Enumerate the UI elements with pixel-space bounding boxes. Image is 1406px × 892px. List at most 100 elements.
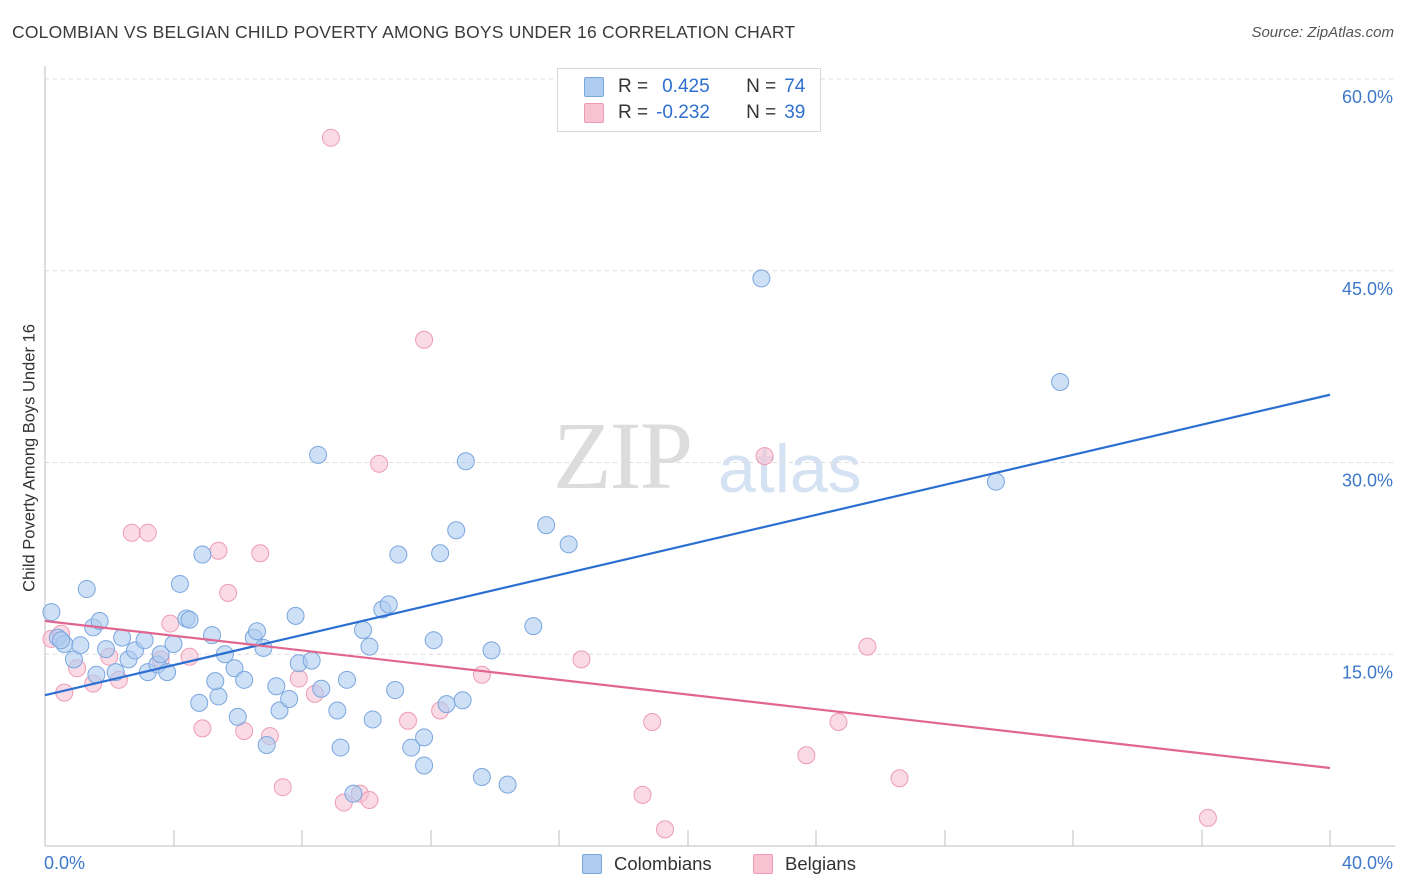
belgian-point — [251, 544, 270, 563]
x-tick-label: 0.0% — [44, 853, 85, 873]
legend-r-value: 0.425 — [662, 76, 710, 97]
belgian-swatch — [753, 854, 773, 874]
belgian-swatch — [584, 103, 604, 123]
belgian-points — [42, 128, 1217, 839]
colombian-point — [328, 701, 347, 720]
colombian-point — [386, 681, 405, 700]
legend-n-value: 74 — [784, 76, 806, 97]
legend-row-belgians: R = -0.232 N = 39 — [584, 101, 805, 125]
belgian-point — [321, 128, 340, 147]
colombian-points — [42, 269, 1070, 803]
colombian-point — [312, 679, 331, 698]
colombian-point — [402, 738, 421, 757]
y-tick-label: 15.0% — [1342, 662, 1393, 682]
axes — [44, 66, 1395, 847]
bottom-legend-label: Belgians — [785, 853, 856, 874]
colombian-swatch — [582, 854, 602, 874]
belgian-point — [755, 447, 774, 466]
colombian-point — [90, 612, 109, 631]
colombian-point — [113, 628, 132, 647]
correlation-legend: R = 0.425 N = 74 R = -0.232 N = 39 — [557, 68, 821, 132]
colombian-point — [170, 574, 189, 593]
colombian-point — [280, 689, 299, 708]
legend-row-colombians: R = 0.425 N = 74 — [584, 75, 805, 99]
colombian-point — [267, 677, 286, 696]
colombian-point — [363, 710, 382, 729]
colombian-point — [344, 784, 363, 803]
watermark-atlas: atlas — [718, 431, 862, 507]
colombian-point — [1051, 372, 1070, 391]
colombian-point — [389, 545, 408, 564]
colombian-point — [456, 452, 475, 471]
legend-n-value: 39 — [784, 102, 806, 123]
colombian-point — [97, 640, 116, 659]
colombian-point — [209, 687, 228, 706]
colombian-point — [415, 756, 434, 775]
colombian-point — [71, 636, 90, 655]
colombian-point — [52, 631, 71, 650]
colombian-swatch — [584, 77, 604, 97]
colombian-point — [302, 651, 321, 670]
belgian-point — [572, 650, 591, 669]
colombian-point — [472, 767, 491, 786]
legend-n-label: N = — [746, 76, 777, 97]
belgian-point — [643, 713, 662, 732]
belgian-point — [797, 746, 816, 765]
x-tick-label: 40.0% — [1342, 853, 1393, 873]
legend-r-value: -0.232 — [656, 102, 710, 123]
colombian-point — [135, 631, 154, 650]
chart-title: COLOMBIAN VS BELGIAN CHILD POVERTY AMONG… — [12, 22, 796, 42]
belgian-point — [289, 669, 308, 688]
colombian-point — [206, 672, 225, 691]
colombian-point — [537, 516, 556, 535]
belgian-point — [890, 769, 909, 788]
colombian-trend-line — [44, 393, 1331, 697]
bottom-legend-belgians: Belgians — [753, 852, 856, 876]
colombian-point — [331, 738, 350, 757]
colombian-point — [379, 595, 398, 614]
belgian-point — [209, 541, 228, 560]
bottom-legend-label: Colombians — [614, 853, 712, 874]
belgian-trend-line — [44, 619, 1331, 770]
colombian-point — [986, 472, 1005, 491]
colombian-point — [190, 693, 209, 712]
colombian-point — [559, 535, 578, 554]
belgian-point — [415, 330, 434, 349]
belgian-point — [399, 711, 418, 730]
trend-lines — [44, 393, 1331, 770]
colombian-point — [360, 637, 379, 656]
colombian-point — [453, 691, 472, 710]
y-tick-label: 45.0% — [1342, 279, 1393, 299]
belgian-point — [656, 820, 675, 839]
grid-lines — [45, 78, 1395, 655]
colombian-point — [524, 617, 543, 636]
source-label: Source: ZipAtlas.com — [1251, 24, 1394, 41]
colombian-point — [235, 670, 254, 689]
belgian-point — [138, 523, 157, 542]
colombian-point — [228, 707, 247, 726]
belgian-point — [122, 523, 141, 542]
colombian-point — [248, 622, 267, 641]
legend-n-label: N = — [746, 102, 777, 123]
colombian-point — [270, 701, 289, 720]
belgian-point — [858, 637, 877, 656]
colombian-point — [42, 603, 61, 622]
colombian-point — [447, 521, 466, 540]
colombian-point — [151, 645, 170, 664]
colombian-point — [180, 610, 199, 629]
belgian-point — [472, 665, 491, 684]
colombian-point — [106, 663, 125, 682]
belgian-point — [370, 454, 389, 473]
colombian-point — [77, 580, 96, 599]
colombian-point — [498, 775, 517, 794]
colombian-point — [193, 545, 212, 564]
tick-labels: 15.0% 30.0% 45.0% 60.0% 0.0% 40.0% — [44, 87, 1393, 873]
colombian-point — [257, 736, 276, 755]
legend-r-label: R = — [618, 102, 649, 123]
colombian-point — [752, 269, 771, 288]
colombian-point — [415, 728, 434, 747]
legend-r-label: R = — [618, 76, 649, 97]
belgian-point — [193, 719, 212, 738]
colombian-point — [431, 544, 450, 563]
